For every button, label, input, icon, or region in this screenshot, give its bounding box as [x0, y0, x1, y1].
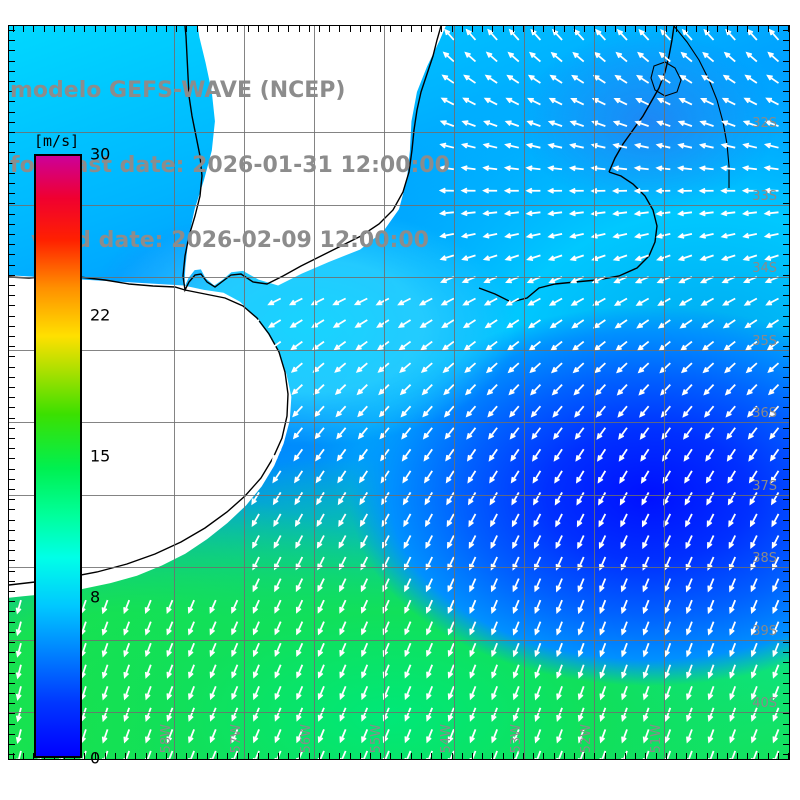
longitude-label: 58W — [159, 723, 174, 753]
longitude-label: 51W — [649, 723, 664, 753]
title-model-line: modelo GEFS-WAVE (NCEP) — [10, 78, 346, 103]
longitude-label: 55W — [369, 723, 384, 753]
colorbar-tick-label: 8 — [90, 587, 101, 607]
longitude-label: 56W — [299, 723, 314, 753]
colorbar-gradient — [34, 154, 82, 758]
longitude-label: 57W — [229, 723, 244, 753]
longitude-label: 54W — [439, 723, 454, 753]
latitude-label: 40S — [752, 696, 777, 711]
latitude-label: 37S — [752, 478, 777, 494]
latitude-label: 38S — [752, 551, 777, 566]
latitude-label: 32S — [752, 116, 777, 131]
longitude-label: 53W — [509, 723, 524, 753]
latitude-label: 36S — [752, 406, 777, 421]
latitude-label: 35S — [752, 333, 777, 349]
colorbar-tick-label: 22 — [90, 305, 111, 325]
latitude-label: 39S — [752, 623, 777, 639]
latitude-label: 34S — [752, 261, 777, 276]
latitude-label: 33S — [752, 188, 777, 204]
longitude-label: 52W — [579, 723, 594, 753]
colorbar-tick-label: 30 — [90, 144, 111, 164]
colorbar-tick-label: 0 — [90, 748, 101, 768]
colorbar-units-label: [m/s] — [34, 132, 80, 150]
colorbar-tick-label: 15 — [90, 446, 111, 466]
coastline — [9, 26, 730, 586]
